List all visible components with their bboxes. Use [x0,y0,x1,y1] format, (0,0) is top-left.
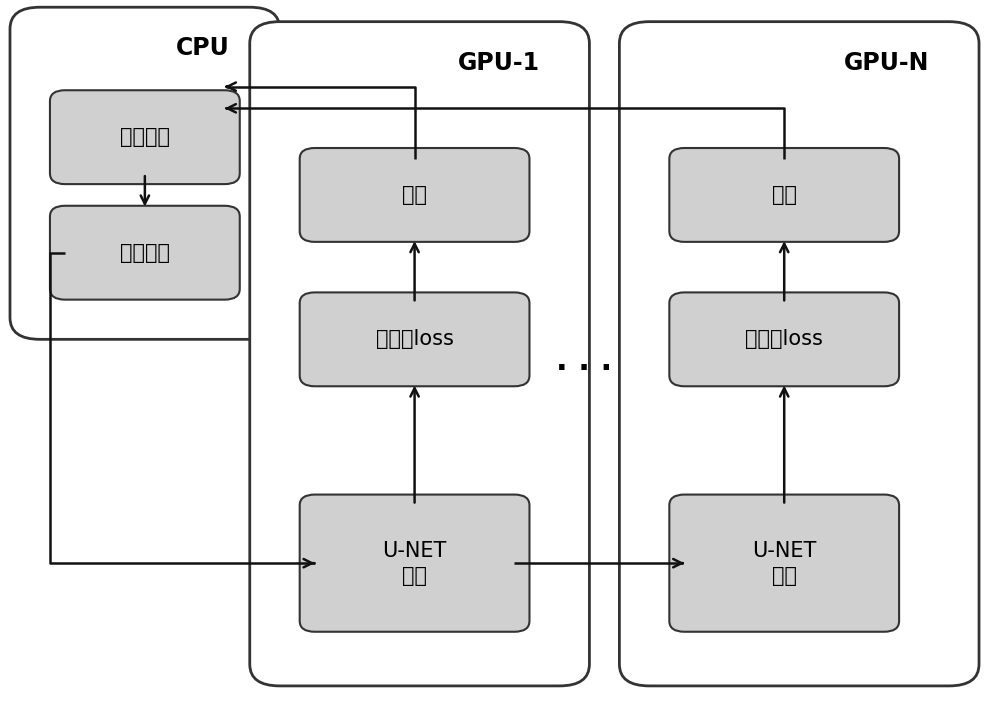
FancyBboxPatch shape [50,206,240,300]
Text: 梯度: 梯度 [771,185,797,205]
FancyBboxPatch shape [10,7,280,339]
Text: 梯度: 梯度 [402,185,428,205]
FancyBboxPatch shape [250,22,589,686]
Text: 网络更新: 网络更新 [120,243,170,263]
FancyBboxPatch shape [300,495,529,632]
FancyBboxPatch shape [50,90,240,184]
FancyBboxPatch shape [619,22,979,686]
Text: GPU-1: GPU-1 [458,51,539,74]
Text: . . .: . . . [556,347,612,375]
FancyBboxPatch shape [669,292,899,386]
Text: U-NET
网络: U-NET 网络 [752,541,816,586]
Text: GPU-N: GPU-N [844,51,929,74]
Text: 损失量loss: 损失量loss [745,329,823,349]
FancyBboxPatch shape [300,292,529,386]
FancyBboxPatch shape [300,148,529,242]
FancyBboxPatch shape [669,148,899,242]
Text: 损失量loss: 损失量loss [376,329,454,349]
Text: 梯度均值: 梯度均值 [120,127,170,147]
FancyBboxPatch shape [669,495,899,632]
Text: U-NET
网络: U-NET 网络 [383,541,447,586]
Text: CPU: CPU [176,36,230,60]
